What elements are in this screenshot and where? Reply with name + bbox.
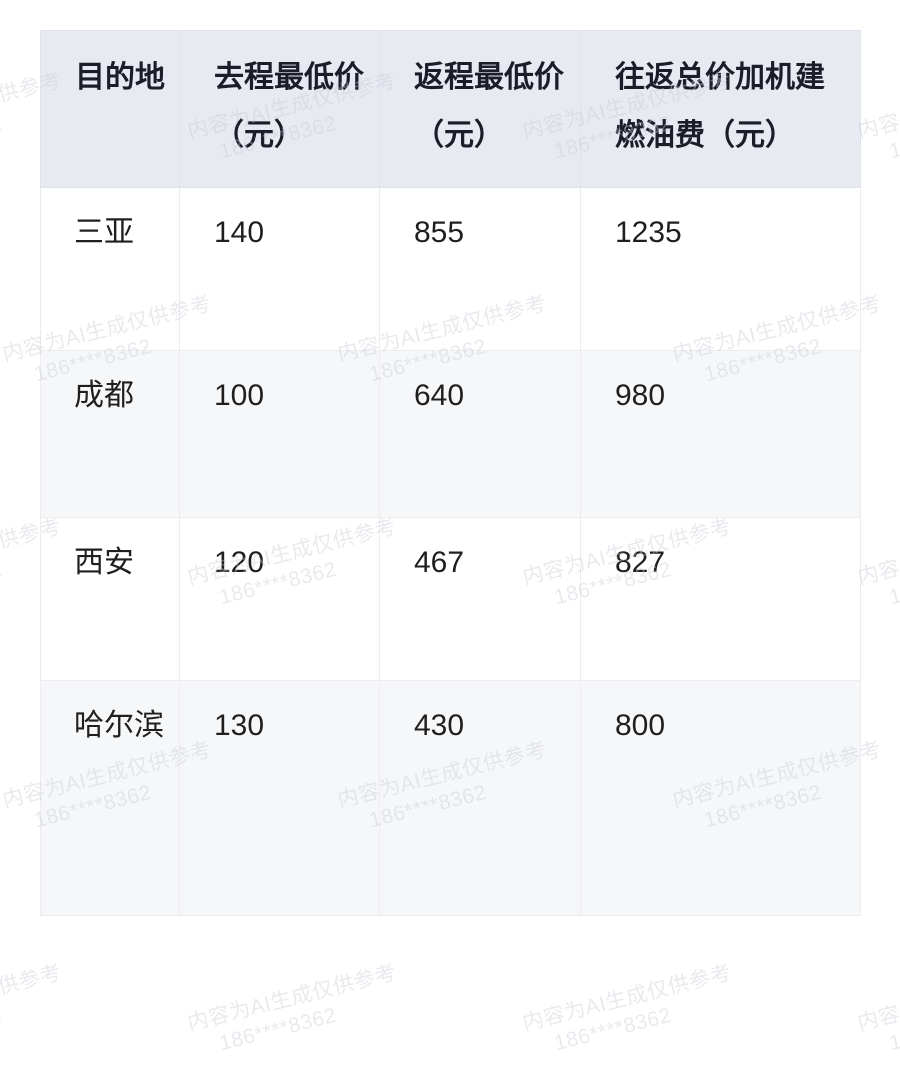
price-table-container: 目的地 去程最低价（元） 返程最低价（元） 往返总价加机建燃油费（元） 三亚 1… <box>40 30 861 916</box>
cell-inbound-price: 640 <box>379 350 581 518</box>
watermark-text: 内容为AI生成仅供参考 186****8362 <box>855 69 900 164</box>
column-header-inbound-lowest-price: 返程最低价（元） <box>379 30 581 188</box>
price-table: 目的地 去程最低价（元） 返程最低价（元） 往返总价加机建燃油费（元） 三亚 1… <box>40 30 861 916</box>
watermark-text: 内容为AI生成仅供参考 186****8362 <box>520 961 734 1056</box>
cell-total-price: 1235 <box>580 187 861 351</box>
cell-destination: 成都 <box>40 350 180 518</box>
cell-total-price: 827 <box>580 517 861 681</box>
table-body: 三亚 140 855 1235 成都 100 640 980 西安 120 46… <box>40 187 861 916</box>
cell-destination: 三亚 <box>40 187 180 351</box>
table-row: 三亚 140 855 1235 <box>40 187 861 351</box>
cell-outbound-price: 140 <box>179 187 380 351</box>
cell-total-price: 980 <box>580 350 861 518</box>
cell-inbound-price: 855 <box>379 187 581 351</box>
table-header-row: 目的地 去程最低价（元） 返程最低价（元） 往返总价加机建燃油费（元） <box>40 30 861 188</box>
cell-inbound-price: 430 <box>379 680 581 916</box>
cell-outbound-price: 100 <box>179 350 380 518</box>
cell-destination: 西安 <box>40 517 180 681</box>
cell-destination: 哈尔滨 <box>40 680 180 916</box>
cell-outbound-price: 120 <box>179 517 380 681</box>
cell-total-price: 800 <box>580 680 861 916</box>
watermark-text: 内容为AI生成仅供参考 186****8362 <box>0 961 64 1056</box>
watermark-text: 内容为AI生成仅供参考 186****8362 <box>855 961 900 1056</box>
watermark-text: 内容为AI生成仅供参考 186****8362 <box>185 961 399 1056</box>
table-header: 目的地 去程最低价（元） 返程最低价（元） 往返总价加机建燃油费（元） <box>40 30 861 188</box>
watermark-text: 内容为AI生成仅供参考 186****8362 <box>855 515 900 610</box>
table-row: 哈尔滨 130 430 800 <box>40 680 861 916</box>
cell-outbound-price: 130 <box>179 680 380 916</box>
column-header-destination: 目的地 <box>40 30 180 188</box>
cell-inbound-price: 467 <box>379 517 581 681</box>
table-row: 成都 100 640 980 <box>40 350 861 518</box>
column-header-outbound-lowest-price: 去程最低价（元） <box>179 30 380 188</box>
table-row: 西安 120 467 827 <box>40 517 861 681</box>
column-header-roundtrip-total-price: 往返总价加机建燃油费（元） <box>580 30 861 188</box>
